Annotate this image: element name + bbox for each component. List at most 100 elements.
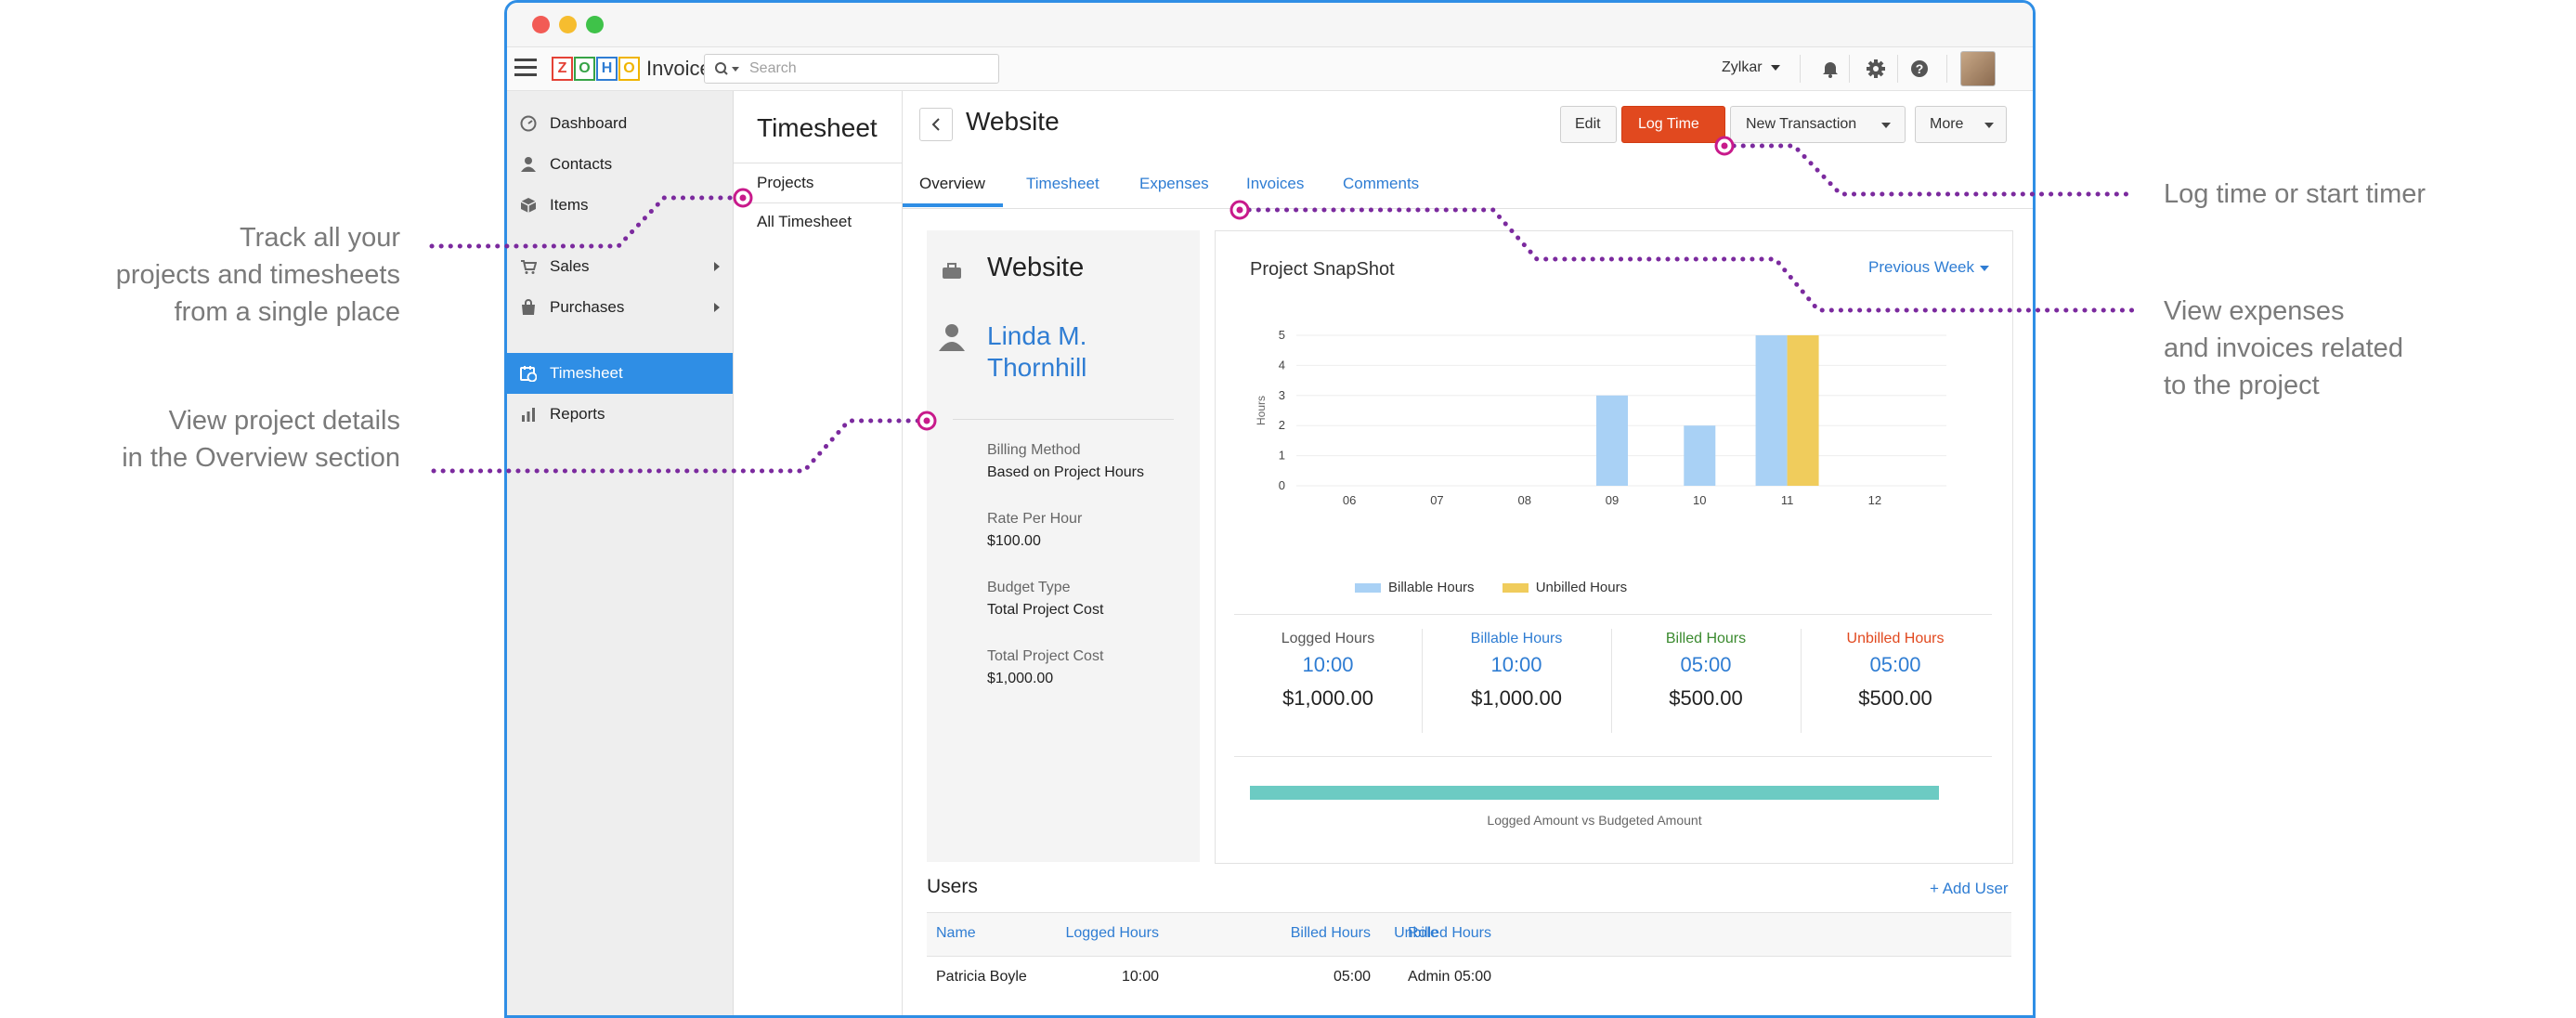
period-dropdown[interactable]: Previous Week — [1868, 258, 1990, 277]
x-tick-label: 10 — [1693, 493, 1706, 507]
column-header-role[interactable]: Role — [1408, 925, 1438, 941]
sidebar-item-label: Items — [550, 196, 589, 214]
legend-label: Unbilled Hours — [1535, 580, 1628, 595]
field-label: Total Project Cost — [987, 648, 1104, 664]
stat-logged-hours: Logged Hours 10:00 $1,000.00 — [1234, 631, 1422, 711]
bar-billable-hours — [1596, 395, 1628, 486]
active-tab-indicator — [903, 203, 1003, 207]
gear-icon[interactable] — [1866, 59, 1886, 79]
sidebar-item-reports[interactable]: Reports — [507, 394, 733, 435]
add-user-link[interactable]: + Add User — [1930, 880, 2009, 897]
more-button[interactable]: More — [1915, 106, 2007, 143]
field-value: Based on Project Hours — [987, 464, 1144, 480]
chevron-down-icon — [1980, 265, 1990, 271]
back-button[interactable] — [919, 108, 953, 141]
maximize-window-button[interactable] — [586, 16, 604, 33]
sidebar-item-purchases[interactable]: Purchases — [507, 287, 733, 328]
sidebar-item-timesheet[interactable]: Timesheet — [507, 353, 733, 394]
reports-icon — [522, 408, 535, 422]
divider — [1234, 614, 1992, 615]
button-label: More — [1930, 116, 1964, 132]
app-window: Z O H O Invoice Search Zylkar — [504, 0, 2036, 1018]
close-window-button[interactable] — [532, 16, 550, 33]
callout-project-details: View project details in the Overview sec… — [122, 402, 400, 476]
sidebar-item-label: Dashboard — [550, 114, 628, 132]
stat-label: Logged Hours — [1281, 631, 1375, 646]
divider — [1234, 756, 1992, 757]
org-switcher[interactable]: Zylkar — [1722, 59, 1781, 76]
log-time-button[interactable]: Log Time — [1621, 106, 1725, 143]
sidebar-item-label: Contacts — [550, 155, 613, 173]
sidebar-item-contacts[interactable]: Contacts — [507, 144, 733, 185]
help-icon[interactable]: ? — [1909, 59, 1930, 79]
x-tick-sublabel: Sep — [1691, 509, 1708, 510]
sidebar-item-dashboard[interactable]: Dashboard — [507, 103, 733, 144]
sidebar-item-sales[interactable]: Sales — [507, 246, 733, 287]
sidebar-item-label: Timesheet — [550, 364, 623, 382]
subnav-item-label: Projects — [757, 174, 814, 191]
stat-label: Billed Hours — [1665, 631, 1747, 646]
bell-icon[interactable] — [1821, 59, 1840, 78]
column-header-name[interactable]: Name — [936, 925, 976, 941]
tab-expenses[interactable]: Expenses — [1139, 175, 1209, 192]
customer-name-line: Linda M. — [987, 321, 1087, 350]
user-unbilled-hours: 05:00 — [1453, 969, 1491, 985]
logo-letter: Z — [552, 57, 573, 81]
customer-name[interactable]: Linda M. Thornhill — [987, 320, 1086, 384]
callout-track-projects: Track all your projects and timesheets f… — [116, 219, 400, 331]
logo-letter: H — [596, 57, 618, 81]
search-placeholder: Search — [749, 60, 797, 76]
divider — [953, 419, 1174, 420]
user-billed-hours: 05:00 — [1333, 969, 1371, 985]
x-tick-label: 08 — [1517, 493, 1530, 507]
tab-invoices[interactable]: Invoices — [1246, 175, 1305, 192]
column-header-logged-hours[interactable]: Logged Hours — [1065, 925, 1159, 941]
users-section-title: Users — [927, 876, 978, 897]
y-tick-label: 5 — [1279, 328, 1285, 342]
stat-amount: $1,000.00 — [1282, 686, 1373, 710]
legend-swatch-billable — [1355, 583, 1381, 594]
customer-name-line: Thornhill — [987, 353, 1087, 382]
stat-hours: 05:00 — [1869, 653, 1921, 676]
timesheet-subnav: Timesheet Projects All Timesheet — [734, 91, 903, 1015]
table-row[interactable]: Patricia Boyle 10:00 05:00 05:00 Admin — [927, 956, 2011, 998]
divider — [1800, 55, 1801, 83]
callout-line: View expenses — [2164, 296, 2345, 326]
subnav-item-all-timesheet[interactable]: All Timesheet — [734, 202, 902, 241]
tab-timesheet[interactable]: Timesheet — [1026, 175, 1099, 192]
menu-icon[interactable] — [514, 59, 537, 77]
callout-line: and invoices related — [2164, 333, 2403, 363]
y-tick-label: 0 — [1279, 478, 1285, 492]
tab-overview[interactable]: Overview — [919, 175, 985, 192]
subnav-item-projects[interactable]: Projects — [734, 163, 902, 203]
dashboard-icon — [520, 115, 537, 132]
avatar[interactable] — [1960, 51, 1996, 86]
button-label: Log Time — [1638, 116, 1699, 132]
search-icon[interactable] — [714, 61, 742, 76]
column-header-billed-hours[interactable]: Billed Hours — [1290, 925, 1371, 941]
tab-comments[interactable]: Comments — [1343, 175, 1420, 192]
callout-line: Log time or start timer — [2164, 179, 2426, 209]
edit-button[interactable]: Edit — [1560, 106, 1617, 143]
subnav-item-label: All Timesheet — [757, 213, 852, 230]
search-input[interactable]: Search — [704, 54, 999, 84]
user-role: Admin — [1408, 969, 1451, 985]
stat-label: Billable Hours — [1470, 631, 1563, 646]
sidebar-item-items[interactable]: Items — [507, 185, 733, 226]
minimize-window-button[interactable] — [559, 16, 577, 33]
new-transaction-button[interactable]: New Transaction — [1730, 106, 1906, 143]
logo-letter: O — [618, 57, 640, 81]
button-label: New Transaction — [1746, 116, 1857, 132]
y-tick-label: 3 — [1279, 388, 1285, 402]
x-tick-sublabel: Sep — [1867, 509, 1883, 510]
sidebar-item-label: Sales — [550, 257, 590, 275]
column-header-unbilled-hours[interactable]: Unbilled Hours — [1394, 925, 1491, 941]
contacts-icon — [521, 157, 536, 172]
x-tick-sublabel: Sep — [1516, 509, 1533, 510]
stat-amount: $500.00 — [1858, 686, 1932, 710]
zoho-invoice-logo[interactable]: Z O H O Invoice — [552, 55, 711, 83]
sidebar-item-label: Purchases — [550, 298, 625, 316]
legend-swatch-unbilled — [1502, 583, 1529, 594]
y-tick-label: 2 — [1279, 418, 1285, 432]
project-snapshot-panel: Project SnapShot Previous Week Hours 0 1 2 3… — [1215, 230, 2013, 864]
